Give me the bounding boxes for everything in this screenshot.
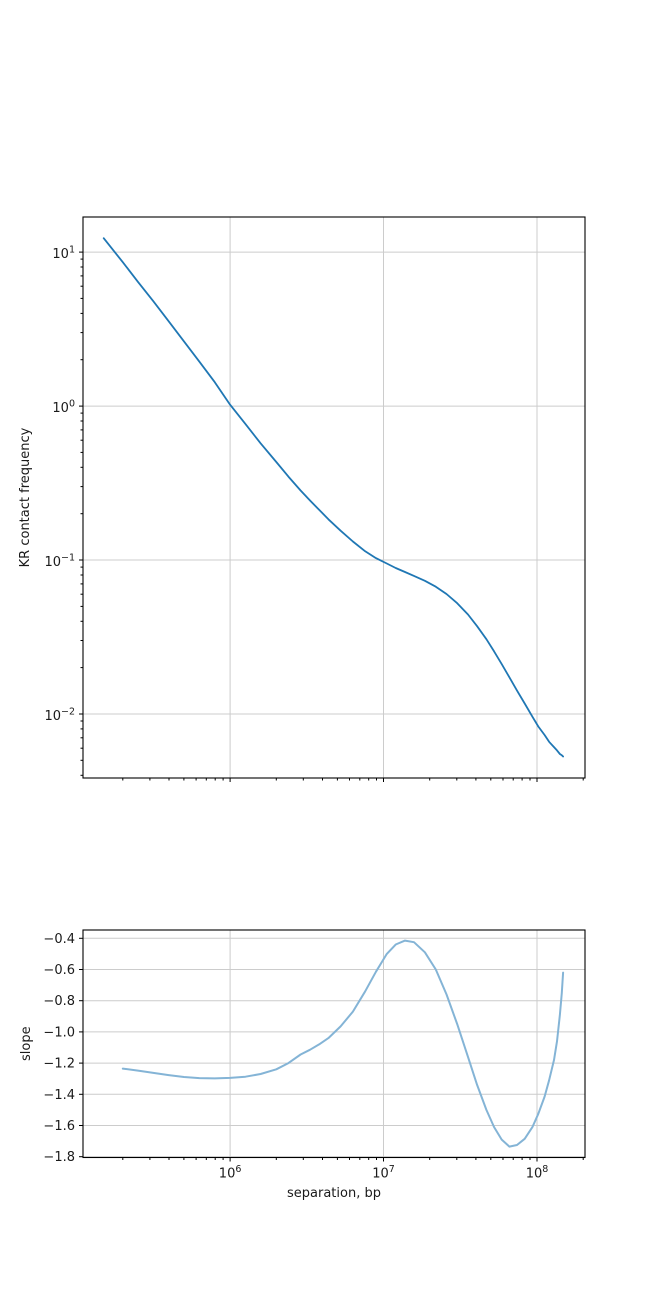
slope-y-axis-label: slope (19, 1026, 34, 1061)
y-tick-label: −0.8 (43, 994, 75, 1009)
axes-frame (82, 216, 586, 779)
x-tick-label: 107 (372, 1164, 395, 1182)
contact-frequency-axes: 101 100 10−1 10−2 (44, 216, 586, 782)
separation-x-axis-label: separation, bp (287, 1186, 381, 1201)
y-tick-label: −1.4 (43, 1088, 75, 1103)
y-tick-label: 100 (52, 399, 75, 417)
slope-axes: 106 107 108 −0.4 −0.6 −0.8 −1.0 −1.2 −1.4 −1.6 −1.… (43, 929, 586, 1182)
y-tick-label: −1.6 (43, 1119, 75, 1134)
contact-frequency-y-axis-label: KR contact frequency (18, 427, 33, 567)
axes-frame (82, 929, 586, 1159)
y-tick-label: 10−1 (44, 553, 75, 571)
y-tick-label: −1.2 (43, 1057, 75, 1072)
y-tick-label: 101 (52, 245, 75, 263)
y-tick-label: −0.4 (43, 932, 75, 947)
y-tick-label: −1.0 (43, 1025, 75, 1040)
y-tick-label: −0.6 (43, 963, 75, 978)
x-tick-label: 108 (526, 1164, 549, 1182)
kr-contact-frequency-curve (102, 237, 564, 758)
y-tick-label: 10−2 (44, 707, 75, 725)
x-tick-label: 106 (219, 1164, 242, 1182)
slope-curve (121, 939, 565, 1148)
y-tick-label: −1.8 (43, 1150, 75, 1165)
